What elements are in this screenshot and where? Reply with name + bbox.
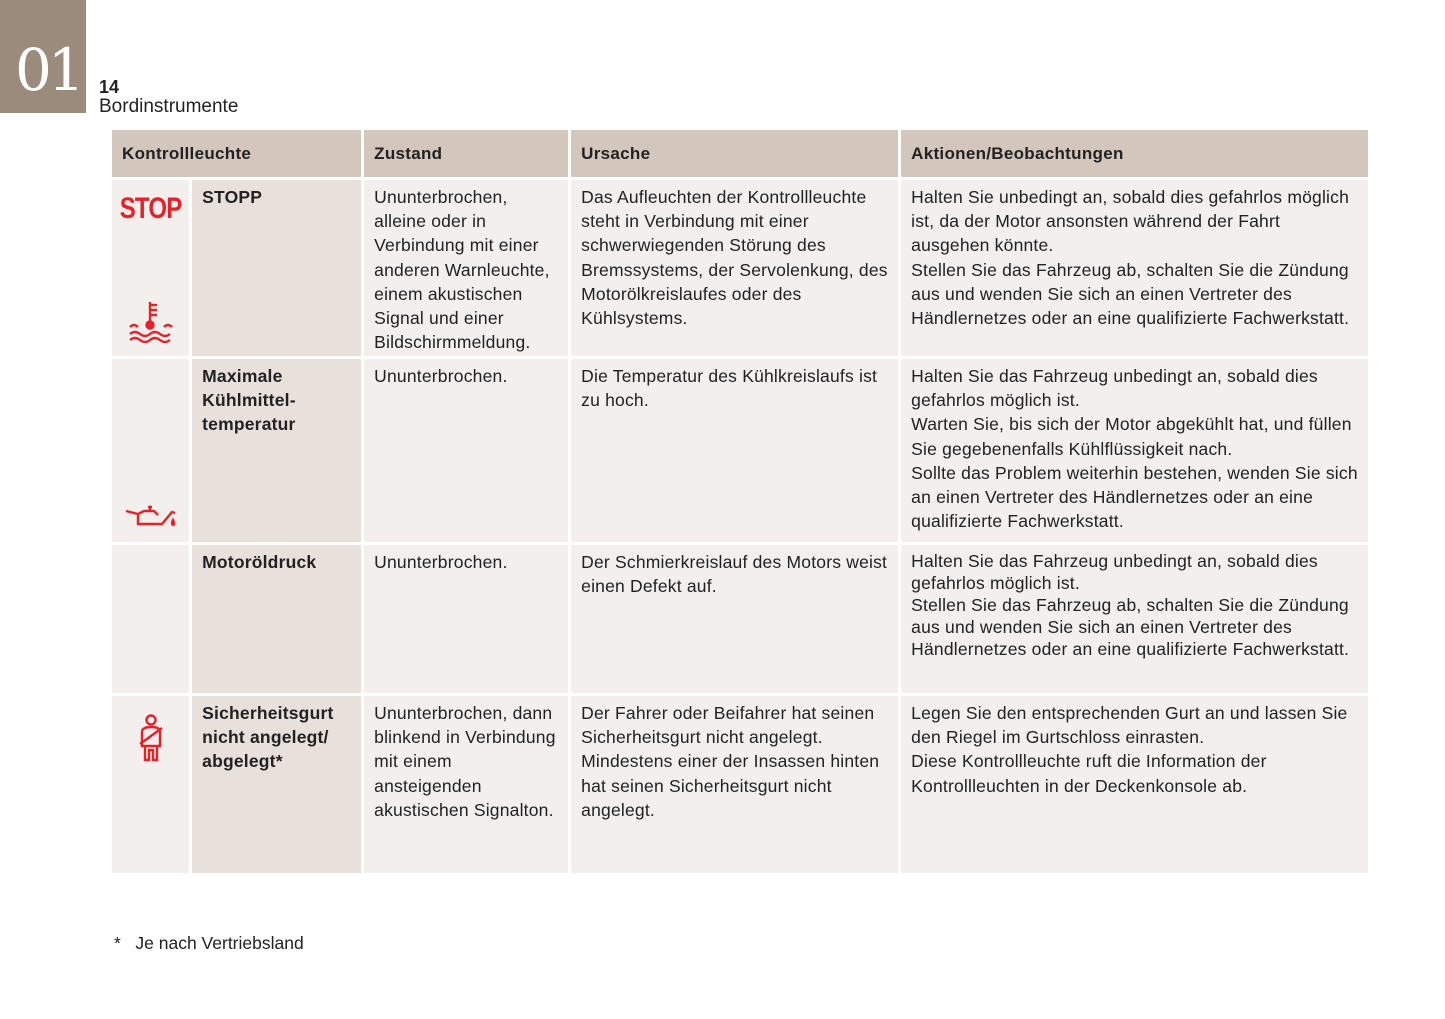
seatbelt-icon (112, 696, 190, 873)
aktionen-cell: Halten Sie das Fahrzeug unbedingt an, so… (901, 359, 1369, 542)
header-aktionen: Aktionen/Beobachtungen (901, 130, 1369, 177)
zustand-cell: Ununterbrochen, dann blinkend in Verbind… (364, 696, 569, 873)
header-zustand: Zustand (364, 130, 569, 177)
section-title: Bordinstrumente (99, 96, 239, 117)
table-header: Kontrollleuchte Zustand Ursache Aktionen… (112, 130, 1369, 177)
header-kontrollleuchte: Kontrollleuchte (112, 130, 362, 177)
oil-pressure-icon (112, 505, 190, 693)
light-name: Motoröldruck (192, 545, 362, 693)
aktionen-cell: Halten Sie das Fahrzeug unbedingt an, so… (901, 545, 1369, 693)
ursache-cell: Der Fahrer oder Beifahrer hat seinen Sic… (571, 696, 899, 873)
footnote: * Je nach Vertriebsland (114, 933, 304, 953)
table-row: STOP STOPP Ununterbrochen, alleine oder … (112, 180, 1369, 356)
aktionen-cell: Halten Sie unbedingt an, sobald dies gef… (901, 180, 1369, 356)
table-row: Maximale Kühlmittel-temperatur Ununterbr… (112, 302, 1369, 542)
chapter-badge: 01 (0, 0, 86, 113)
light-name: STOPP (192, 180, 362, 356)
light-name: Maximale Kühlmittel-temperatur (192, 359, 362, 542)
zustand-cell: Ununterbrochen. (364, 545, 569, 693)
table-row: Motoröldruck Ununterbrochen. Der Schmier… (112, 505, 1369, 693)
ursache-cell: Die Temperatur des Kühlkreislaufs ist zu… (571, 359, 899, 542)
page-number: 14 (99, 77, 120, 97)
aktionen-cell: Legen Sie den entsprechenden Gurt an und… (901, 696, 1369, 873)
ursache-cell: Das Aufleuchten der Kontrollleuchte steh… (571, 180, 899, 356)
header-ursache: Ursache (571, 130, 899, 177)
light-name: Sicherheitsgurt nicht angelegt/ abgelegt… (192, 696, 362, 873)
zustand-cell: Ununterbrochen. (364, 359, 569, 542)
table-row: Sicherheitsgurt nicht angelegt/ abgelegt… (112, 696, 1369, 873)
ursache-cell: Der Schmierkreislauf des Motors weist ei… (571, 545, 899, 693)
warning-lights-table: Kontrollleuchte Zustand Ursache Aktionen… (109, 127, 1371, 876)
zustand-cell: Ununterbrochen, alleine oder in Verbindu… (364, 180, 569, 356)
chapter-number: 01 (15, 36, 85, 104)
